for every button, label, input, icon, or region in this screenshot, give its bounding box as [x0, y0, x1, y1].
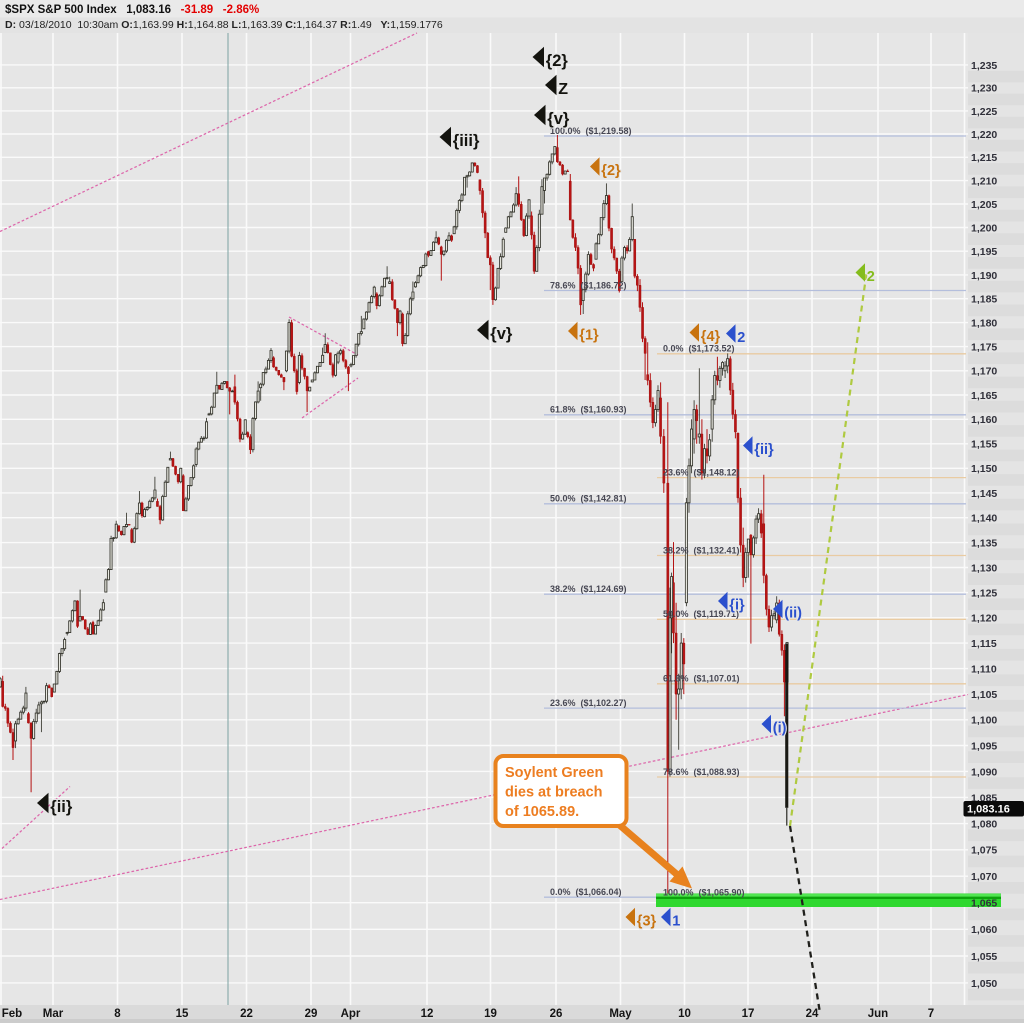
svg-text:78.6% ($1,088.93): 78.6% ($1,088.93) [663, 767, 740, 777]
svg-text:7: 7 [928, 1008, 934, 1020]
svg-text:(ii): (ii) [784, 606, 802, 622]
svg-text:Apr: Apr [341, 1008, 361, 1020]
svg-text:2: 2 [737, 330, 745, 346]
svg-text:22: 22 [240, 1008, 253, 1020]
svg-text:78.6% ($1,186.72): 78.6% ($1,186.72) [550, 280, 627, 290]
svg-text:{ii}: {ii} [50, 798, 73, 816]
svg-text:1,150: 1,150 [971, 463, 997, 475]
svg-text:1,185: 1,185 [971, 294, 997, 306]
svg-text:D: 03/18/2010 10:30am O:1,163: D: 03/18/2010 10:30am O:1,163.99 H:1,164… [5, 19, 443, 31]
svg-text:1,070: 1,070 [971, 871, 997, 883]
svg-text:10: 10 [678, 1008, 691, 1020]
svg-text:May: May [609, 1008, 632, 1020]
svg-text:38.2% ($1,124.69): 38.2% ($1,124.69) [550, 584, 627, 594]
svg-text:50.0% ($1,142.81): 50.0% ($1,142.81) [550, 494, 627, 504]
svg-text:1,050: 1,050 [971, 978, 997, 990]
svg-text:1,220: 1,220 [971, 129, 997, 141]
svg-text:Z: Z [558, 81, 568, 98]
svg-text:1,110: 1,110 [971, 664, 997, 676]
svg-text:1,140: 1,140 [971, 513, 997, 525]
svg-text:$SPX S&P 500 Index 1,083.16: $SPX S&P 500 Index 1,083.16 -31.89 -2.86… [5, 4, 259, 16]
svg-text:1,090: 1,090 [971, 766, 997, 778]
svg-text:1,130: 1,130 [971, 562, 997, 574]
svg-text:1,230: 1,230 [971, 83, 997, 95]
svg-text:{1}: {1} [579, 328, 599, 344]
svg-text:{3}: {3} [637, 914, 657, 930]
svg-text:100.0% ($1,065.90): 100.0% ($1,065.90) [663, 888, 745, 898]
svg-text:26: 26 [550, 1008, 563, 1020]
svg-text:1,095: 1,095 [971, 740, 997, 752]
svg-text:50.0% ($1,119.71): 50.0% ($1,119.71) [663, 609, 739, 619]
svg-text:of 1065.89.: of 1065.89. [505, 804, 579, 820]
svg-text:1: 1 [672, 914, 680, 930]
svg-text:1,205: 1,205 [971, 199, 997, 211]
svg-text:Jun: Jun [868, 1008, 888, 1020]
svg-text:{2}: {2} [601, 163, 621, 179]
svg-text:1,190: 1,190 [971, 270, 997, 282]
svg-text:19: 19 [484, 1008, 497, 1020]
svg-text:dies at breach: dies at breach [505, 785, 603, 801]
svg-text:1,145: 1,145 [971, 488, 997, 500]
svg-text:1,165: 1,165 [971, 390, 997, 402]
svg-text:12: 12 [421, 1008, 434, 1020]
svg-text:38.2% ($1,132.41): 38.2% ($1,132.41) [663, 545, 740, 555]
svg-text:1,160: 1,160 [971, 414, 997, 426]
svg-text:1,235: 1,235 [971, 60, 997, 72]
svg-text:61.8% ($1,160.93): 61.8% ($1,160.93) [550, 405, 627, 415]
svg-text:Soylent Green: Soylent Green [505, 765, 603, 781]
svg-text:1,100: 1,100 [971, 715, 997, 727]
svg-text:1,065: 1,065 [971, 898, 997, 910]
svg-text:Mar: Mar [43, 1008, 64, 1020]
svg-text:1,195: 1,195 [971, 246, 997, 258]
svg-text:1,060: 1,060 [971, 924, 997, 936]
svg-text:{ii}: {ii} [754, 442, 774, 458]
svg-text:0.0% ($1,066.04): 0.0% ($1,066.04) [550, 887, 622, 897]
svg-text:1,120: 1,120 [971, 613, 997, 625]
svg-text:1,115: 1,115 [971, 638, 997, 650]
svg-text:1,155: 1,155 [971, 439, 997, 451]
svg-text:2: 2 [867, 269, 875, 285]
svg-text:1,055: 1,055 [971, 951, 997, 963]
svg-text:61.8% ($1,107.01): 61.8% ($1,107.01) [663, 674, 740, 684]
svg-text:(i): (i) [773, 721, 787, 737]
svg-text:{v}: {v} [547, 110, 570, 128]
svg-text:1,225: 1,225 [971, 106, 997, 118]
svg-text:Feb: Feb [2, 1008, 22, 1020]
svg-text:100.0% ($1,219.58): 100.0% ($1,219.58) [550, 126, 632, 136]
svg-text:1,080: 1,080 [971, 819, 997, 831]
svg-text:15: 15 [176, 1008, 189, 1020]
svg-text:1,215: 1,215 [971, 152, 997, 164]
svg-text:23.6% ($1,148.12): 23.6% ($1,148.12) [663, 467, 740, 477]
svg-text:24: 24 [806, 1008, 819, 1020]
svg-text:8: 8 [114, 1008, 121, 1020]
svg-text:{2}: {2} [546, 52, 569, 70]
svg-text:1,135: 1,135 [971, 538, 997, 550]
svg-text:{i}: {i} [729, 598, 745, 614]
svg-text:1,075: 1,075 [971, 845, 997, 857]
svg-text:{4}: {4} [701, 329, 721, 345]
svg-text:1,105: 1,105 [971, 689, 997, 701]
svg-text:{v}: {v} [490, 325, 513, 343]
svg-text:{iii}: {iii} [453, 132, 480, 150]
svg-text:1,125: 1,125 [971, 588, 997, 600]
svg-text:17: 17 [742, 1008, 755, 1020]
svg-text:1,180: 1,180 [971, 318, 997, 330]
svg-text:23.6% ($1,102.27): 23.6% ($1,102.27) [550, 698, 627, 708]
svg-text:1,200: 1,200 [971, 222, 997, 234]
svg-text:1,175: 1,175 [971, 342, 997, 354]
svg-text:1,210: 1,210 [971, 176, 997, 188]
svg-text:0.0% ($1,173.52): 0.0% ($1,173.52) [663, 344, 735, 354]
svg-text:1,170: 1,170 [971, 366, 997, 378]
svg-text:29: 29 [305, 1008, 318, 1020]
svg-text:1,083.16: 1,083.16 [967, 804, 1010, 816]
